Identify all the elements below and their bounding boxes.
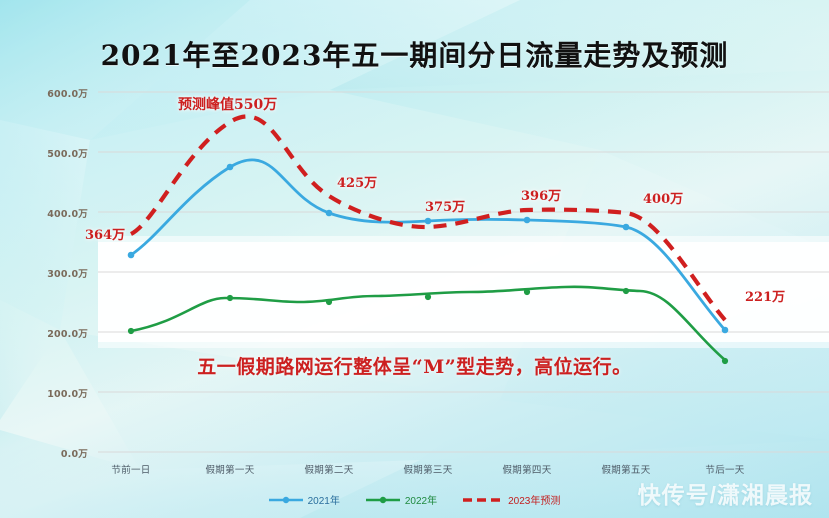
data-label-peak-550: 预测峰值550万 xyxy=(178,97,278,113)
data-label-364: 364万 xyxy=(85,228,126,243)
y-tick-200: 200.0万 xyxy=(47,329,88,340)
y-tick-500: 500.0万 xyxy=(47,149,88,160)
x-tick-2: 假期第二天 xyxy=(304,465,354,476)
legend-swatch-2022-icon xyxy=(365,496,400,503)
data-label-396: 396万 xyxy=(521,189,562,204)
series-2023-forecast xyxy=(129,114,727,322)
data-label-425: 425万 xyxy=(337,176,378,191)
y-tick-600: 600.0万 xyxy=(47,89,88,100)
y-tick-100: 100.0万 xyxy=(47,389,88,400)
legend-item-2021[interactable]: 2021年 xyxy=(268,492,340,507)
series-2021 xyxy=(127,158,729,334)
x-tick-5: 假期第五天 xyxy=(601,465,651,476)
data-label-375: 375万 xyxy=(425,200,466,215)
legend-item-2023-forecast[interactable]: 2023年预测 xyxy=(463,492,560,507)
y-tick-300: 300.0万 xyxy=(47,269,88,280)
legend-label-2022: 2022年 xyxy=(404,496,438,507)
legend-swatch-2021-icon xyxy=(268,496,303,503)
legend-item-2022[interactable]: 2022年 xyxy=(365,492,438,507)
gridlines xyxy=(98,91,829,453)
legend-label-2023-forecast: 2023年预测 xyxy=(508,496,561,507)
x-tick-1: 假期第一天 xyxy=(205,465,255,476)
watermark: 快传号/潇湘晨报 xyxy=(637,482,813,508)
page-title: 2021年至2023年五一期间分日流量走势及预测 xyxy=(100,39,729,72)
x-tick-6: 节后一天 xyxy=(705,465,745,476)
legend-label-2021: 2021年 xyxy=(307,496,340,507)
series-2022 xyxy=(127,285,729,365)
chart-annotation: 五一假期路网运行整体呈“M”型走势，高位运行。 xyxy=(197,356,632,378)
x-tick-0: 节前一日 xyxy=(111,465,151,476)
chart-legend: 2021年 2022年 2023年预测 xyxy=(0,492,829,507)
y-tick-400: 400.0万 xyxy=(47,209,88,220)
data-label-221: 221万 xyxy=(745,290,786,305)
legend-swatch-2023-icon xyxy=(463,497,504,502)
data-label-400: 400万 xyxy=(643,192,684,207)
y-tick-0: 0.0万 xyxy=(60,449,88,460)
x-tick-3: 假期第三天 xyxy=(403,465,453,476)
x-tick-4: 假期第四天 xyxy=(502,465,552,476)
